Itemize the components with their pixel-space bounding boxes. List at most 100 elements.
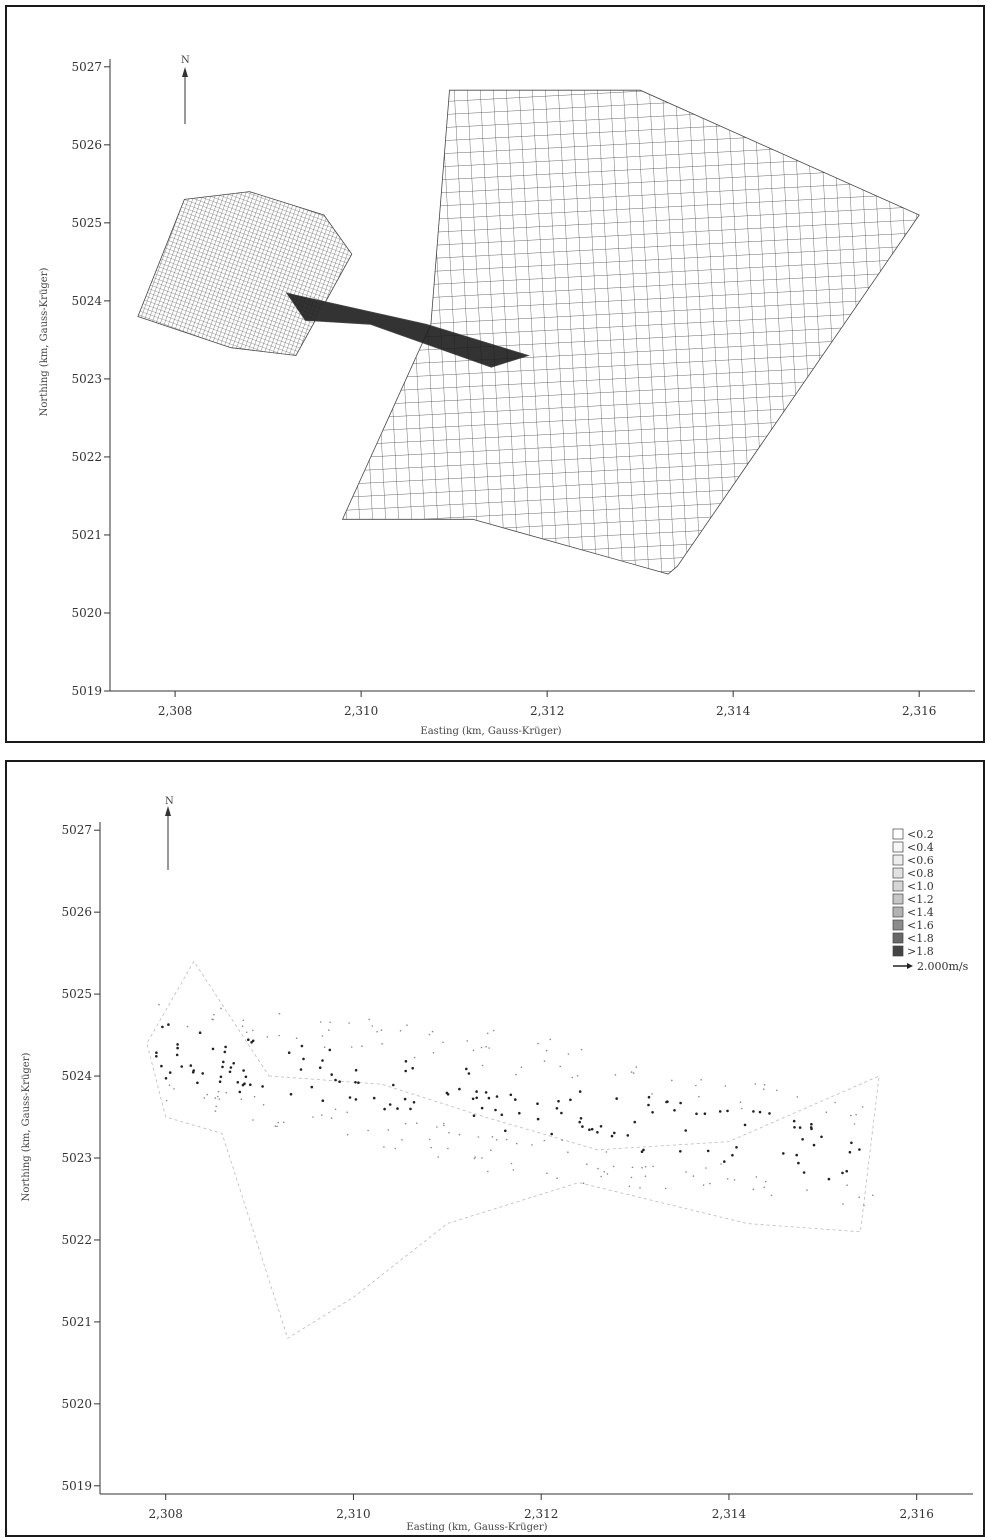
velocity-vector bbox=[630, 1071, 633, 1073]
legend-swatch bbox=[892, 841, 904, 853]
velocity-vector bbox=[845, 1169, 848, 1173]
y-tick-label: 5025 bbox=[71, 216, 102, 230]
velocity-vector bbox=[442, 1122, 445, 1125]
velocity-vector bbox=[613, 1131, 616, 1135]
velocity-vector bbox=[665, 1100, 668, 1104]
velocity-vector bbox=[175, 1053, 179, 1057]
velocity-vector bbox=[735, 1146, 738, 1149]
velocity-vector bbox=[626, 1134, 630, 1137]
legend-swatch bbox=[892, 854, 904, 866]
velocity-vector bbox=[217, 1095, 219, 1098]
velocity-vector bbox=[244, 1075, 248, 1079]
velocity-vector bbox=[329, 1021, 331, 1024]
velocity-vector bbox=[543, 1139, 546, 1142]
velocity-vector bbox=[328, 1029, 330, 1031]
velocity-vector bbox=[481, 1064, 484, 1067]
legend-swatch bbox=[892, 919, 904, 931]
y-tick-label: 5024 bbox=[71, 294, 102, 308]
velocity-vector bbox=[858, 1196, 860, 1198]
velocity-vector bbox=[357, 1081, 360, 1084]
velocity-vector bbox=[795, 1153, 798, 1157]
velocity-vector bbox=[841, 1171, 844, 1175]
legend-label: <0.4 bbox=[907, 841, 934, 854]
velocity-vector bbox=[164, 1077, 168, 1080]
velocity-vector bbox=[409, 1107, 412, 1111]
velocity-vector bbox=[724, 1085, 727, 1087]
velocity-vector bbox=[703, 1112, 707, 1115]
velocity-vector bbox=[698, 1095, 700, 1098]
velocity-vector bbox=[495, 1139, 498, 1141]
velocity-vector bbox=[299, 1068, 303, 1071]
velocity-vector bbox=[266, 1036, 269, 1038]
y-tick-label: 5022 bbox=[71, 450, 102, 464]
legend-label: <0.6 bbox=[907, 854, 934, 867]
velocity-vector bbox=[596, 1131, 599, 1134]
velocity-vector bbox=[180, 1065, 183, 1068]
velocity-vector bbox=[196, 1081, 199, 1085]
velocity-vector bbox=[853, 1123, 856, 1125]
velocity-vector bbox=[796, 1096, 799, 1098]
velocity-vector bbox=[443, 1124, 445, 1127]
velocity-vector bbox=[380, 1029, 383, 1031]
x-tick-label: 2,310 bbox=[344, 704, 378, 718]
velocity-vector bbox=[436, 1126, 438, 1128]
velocity-vector bbox=[647, 1095, 651, 1099]
velocity-vector bbox=[504, 1129, 507, 1133]
velocity-vector bbox=[198, 1031, 202, 1034]
velocity-vector bbox=[546, 1172, 548, 1175]
north-arrow: N bbox=[165, 796, 174, 870]
velocity-vector bbox=[241, 1083, 245, 1087]
velocity-vector bbox=[487, 1096, 491, 1100]
velocity-vector bbox=[383, 1146, 385, 1148]
velocity-vector bbox=[431, 1030, 434, 1033]
velocity-vector bbox=[510, 1162, 513, 1165]
velocity-vector bbox=[755, 1176, 758, 1178]
velocity-vector bbox=[392, 1083, 395, 1087]
velocity-vector bbox=[752, 1188, 755, 1191]
velocity-vector bbox=[763, 1084, 766, 1086]
velocity-vector bbox=[782, 1152, 785, 1155]
legend-label: <1.2 bbox=[907, 893, 934, 906]
velocity-vector bbox=[282, 1121, 285, 1124]
velocity-vector bbox=[295, 1037, 298, 1039]
velocity-vector bbox=[361, 1045, 363, 1047]
velocity-vector bbox=[855, 1113, 857, 1116]
velocity-vector bbox=[232, 1062, 235, 1065]
y-tick-label: 5022 bbox=[61, 1233, 92, 1247]
lagoon-grid bbox=[137, 191, 353, 356]
velocity-vector bbox=[278, 1034, 281, 1037]
velocity-vector bbox=[485, 1046, 487, 1048]
velocity-vector bbox=[692, 1175, 695, 1177]
velocity-vector bbox=[809, 1126, 813, 1129]
legend-swatch bbox=[892, 880, 904, 892]
velocity-vector bbox=[176, 1043, 179, 1046]
velocity-vector bbox=[203, 1097, 206, 1099]
velocity-vector bbox=[848, 1150, 852, 1154]
velocity-vector bbox=[718, 1110, 722, 1113]
velocity-vector bbox=[388, 1103, 392, 1106]
velocity-vector bbox=[250, 1041, 253, 1044]
velocity-vector bbox=[176, 1046, 179, 1050]
velocity-vector bbox=[321, 1059, 324, 1062]
velocity-vector bbox=[639, 1187, 641, 1189]
velocity-vector bbox=[158, 1003, 160, 1006]
velocity-vector bbox=[381, 1043, 383, 1045]
velocity-vector bbox=[214, 1097, 217, 1099]
velocity-vector bbox=[685, 1171, 687, 1173]
velocity-vector bbox=[720, 1163, 722, 1165]
velocity-vector bbox=[752, 1110, 755, 1113]
velocity-vector bbox=[206, 1093, 209, 1096]
velocity-vector bbox=[518, 1111, 521, 1115]
velocity-vector bbox=[415, 1122, 418, 1124]
y-tick-label: 5023 bbox=[61, 1151, 92, 1165]
legend-swatch bbox=[892, 867, 904, 879]
velocity-vector bbox=[442, 1041, 444, 1044]
velocity-vector bbox=[480, 1106, 484, 1110]
velocity-vector bbox=[651, 1111, 654, 1114]
velocity-vector bbox=[531, 1144, 533, 1146]
velocity-vector bbox=[228, 1070, 232, 1074]
velocity-vector bbox=[555, 1107, 559, 1110]
velocity-vector bbox=[167, 1023, 170, 1026]
velocity-vector bbox=[709, 1182, 711, 1185]
velocity-vector bbox=[512, 1169, 515, 1171]
